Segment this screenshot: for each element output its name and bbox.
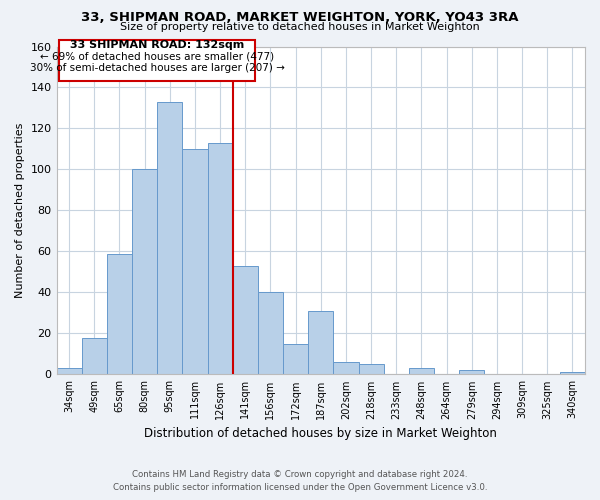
Bar [107,254,132,374]
Text: 33, SHIPMAN ROAD, MARKET WEIGHTON, YORK, YO43 3RA: 33, SHIPMAN ROAD, MARKET WEIGHTON, YORK,… [81,11,519,24]
Bar [59,40,256,82]
Text: Size of property relative to detached houses in Market Weighton: Size of property relative to detached ho… [120,22,480,32]
Text: Contains HM Land Registry data © Crown copyright and database right 2024.
Contai: Contains HM Land Registry data © Crown c… [113,470,487,492]
Text: ← 69% of detached houses are smaller (477): ← 69% of detached houses are smaller (47… [40,52,274,62]
Bar [459,370,484,374]
Bar [334,362,359,374]
Bar [233,266,258,374]
Bar [82,338,107,374]
Bar [359,364,383,374]
Bar [409,368,434,374]
X-axis label: Distribution of detached houses by size in Market Weighton: Distribution of detached houses by size … [145,427,497,440]
Y-axis label: Number of detached properties: Number of detached properties [15,123,25,298]
Text: 30% of semi-detached houses are larger (207) →: 30% of semi-detached houses are larger (… [30,63,284,73]
Bar [157,102,182,374]
Text: 33 SHIPMAN ROAD: 132sqm: 33 SHIPMAN ROAD: 132sqm [70,40,244,50]
Bar [208,143,233,374]
Bar [308,311,334,374]
Bar [283,344,308,374]
Bar [560,372,585,374]
Bar [258,292,283,374]
Bar [56,368,82,374]
Bar [182,149,208,374]
Bar [132,170,157,374]
